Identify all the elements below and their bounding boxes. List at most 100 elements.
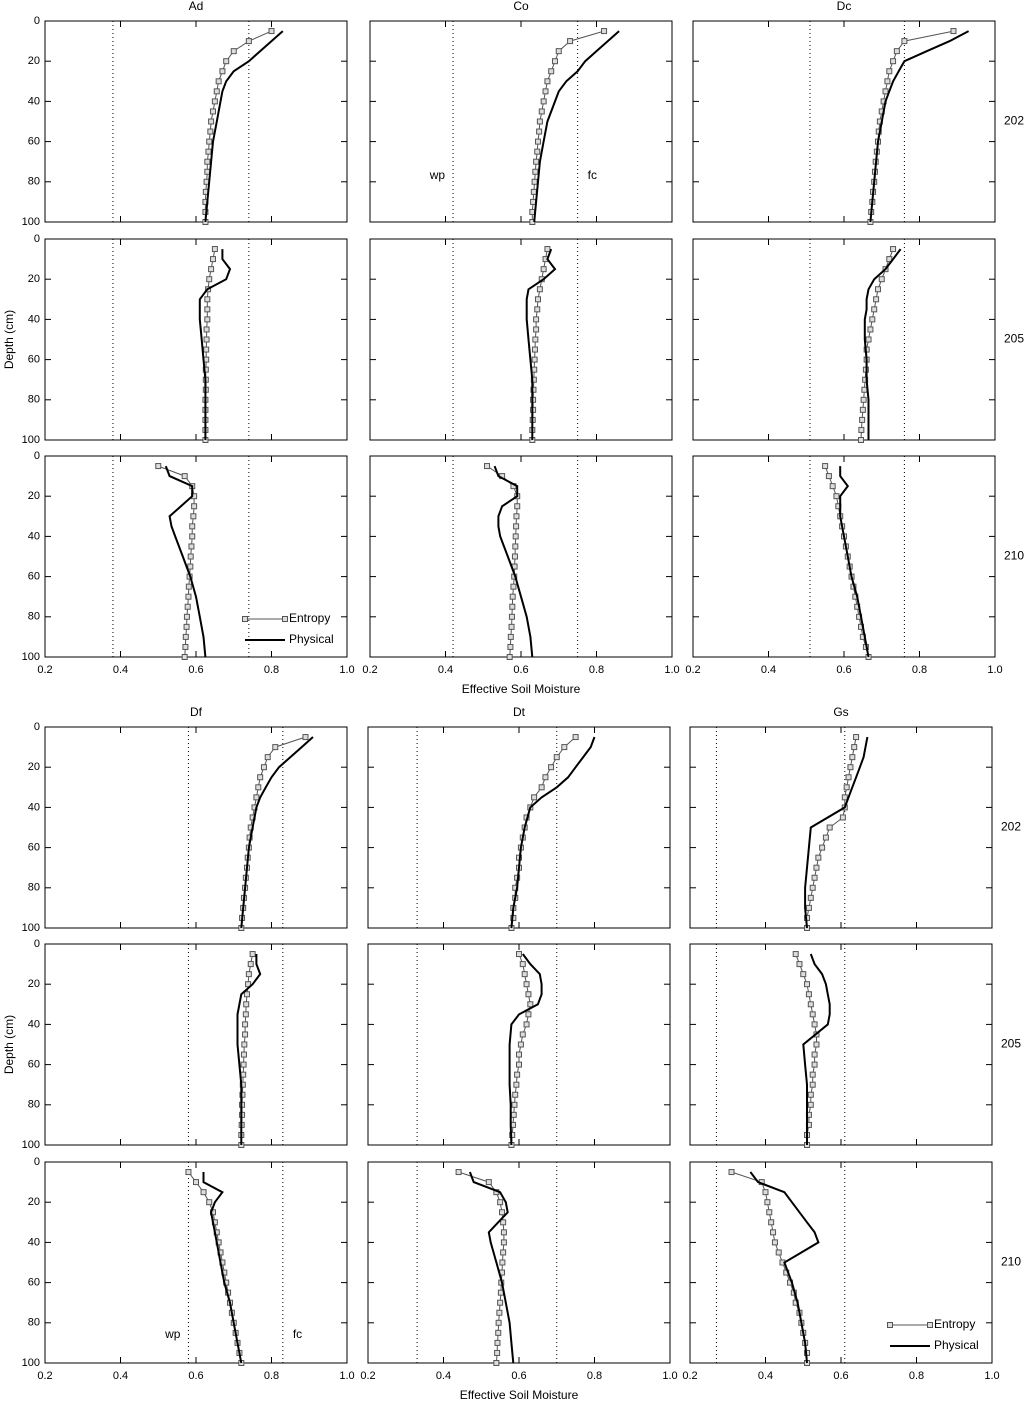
x-tick-label: 0.6	[513, 664, 528, 676]
point-marker	[209, 256, 216, 263]
y-tick-label: 80	[28, 611, 40, 623]
plot-frame	[44, 20, 348, 223]
point-marker	[500, 1229, 507, 1236]
point-marker	[508, 623, 515, 630]
x-tick-label: 1.0	[339, 1370, 354, 1382]
point-marker	[189, 523, 196, 530]
point-marker	[496, 1309, 503, 1316]
point-marker	[525, 991, 532, 998]
x-axis-label: Effective Soil Moisture	[462, 682, 581, 696]
point-marker	[512, 1091, 519, 1098]
x-tick-label: 1.0	[664, 664, 679, 676]
row-label: 210	[1004, 549, 1024, 563]
point-marker	[188, 543, 195, 550]
point-marker	[538, 108, 545, 115]
point-marker	[825, 473, 832, 480]
wp-label: wp	[164, 1327, 181, 1341]
point-marker	[800, 971, 807, 978]
point-marker	[182, 633, 189, 640]
point-marker	[890, 58, 897, 65]
point-marker	[155, 463, 162, 470]
series-line	[510, 736, 576, 929]
y-axis-label: Depth (cm)	[2, 1015, 16, 1074]
point-marker	[886, 68, 893, 75]
plot-frame	[369, 20, 673, 223]
point-marker	[859, 416, 866, 423]
point-marker	[203, 336, 210, 343]
point-marker	[243, 1001, 250, 1008]
point-marker	[187, 563, 194, 570]
point-marker	[792, 951, 799, 958]
point-marker	[532, 168, 539, 175]
x-tick-label: 0.8	[264, 1370, 279, 1382]
point-marker	[540, 266, 547, 273]
point-marker	[514, 1071, 521, 1078]
plot-frame	[689, 943, 993, 1146]
legend-label: Entropy	[289, 611, 330, 625]
point-marker	[950, 28, 957, 35]
point-marker	[523, 981, 530, 988]
point-marker	[530, 188, 537, 195]
point-marker	[521, 971, 528, 978]
y-tick-label: 0	[34, 938, 40, 950]
point-marker	[507, 643, 514, 650]
point-marker	[519, 1031, 526, 1038]
point-marker	[771, 1239, 778, 1246]
point-marker	[847, 764, 854, 771]
point-marker	[243, 991, 250, 998]
point-marker	[204, 316, 211, 323]
point-marker	[561, 744, 568, 751]
point-marker	[768, 1219, 775, 1226]
y-tick-label: 20	[28, 490, 40, 502]
point-marker	[865, 336, 872, 343]
series-line	[749, 1171, 820, 1364]
point-marker	[511, 1101, 518, 1108]
point-marker	[264, 754, 271, 761]
y-tick-label: 100	[22, 434, 40, 446]
y-tick-label: 100	[22, 1139, 40, 1151]
plot-frame	[44, 455, 348, 658]
y-tick-label: 60	[28, 1277, 40, 1289]
point-marker	[811, 874, 818, 881]
point-marker	[804, 981, 811, 988]
y-tick-label: 80	[28, 1099, 40, 1111]
point-marker	[455, 1169, 462, 1176]
point-marker	[512, 533, 519, 540]
panel-title: Gs	[833, 705, 848, 719]
point-marker	[890, 246, 897, 253]
y-tick-label: 40	[28, 530, 40, 542]
legend-marker	[887, 1322, 893, 1328]
plot-frame	[369, 238, 673, 441]
point-marker	[531, 356, 538, 363]
point-marker	[206, 276, 213, 283]
point-marker	[538, 784, 545, 791]
point-marker	[822, 463, 829, 470]
point-marker	[517, 1041, 524, 1048]
point-marker	[523, 1021, 530, 1028]
point-marker	[826, 824, 833, 831]
point-marker	[185, 583, 192, 590]
point-marker	[190, 513, 197, 520]
legend-marker	[242, 616, 248, 622]
point-marker	[497, 1199, 504, 1206]
point-marker	[862, 376, 869, 383]
point-marker	[215, 78, 222, 85]
point-marker	[572, 734, 579, 741]
y-tick-label: 20	[28, 273, 40, 285]
y-tick-label: 60	[28, 842, 40, 854]
point-marker	[513, 1081, 520, 1088]
point-marker	[207, 128, 214, 135]
point-marker	[822, 834, 829, 841]
point-marker	[886, 256, 893, 263]
panel-title: Df	[190, 705, 203, 719]
point-marker	[240, 1061, 247, 1068]
point-marker	[508, 613, 515, 620]
point-marker	[871, 306, 878, 313]
point-marker	[203, 326, 210, 333]
point-marker	[809, 1081, 816, 1088]
point-marker	[809, 1071, 816, 1078]
point-marker	[183, 623, 190, 630]
point-marker	[182, 643, 189, 650]
plot-frame	[44, 726, 348, 929]
x-tick-label: 0.8	[589, 664, 604, 676]
